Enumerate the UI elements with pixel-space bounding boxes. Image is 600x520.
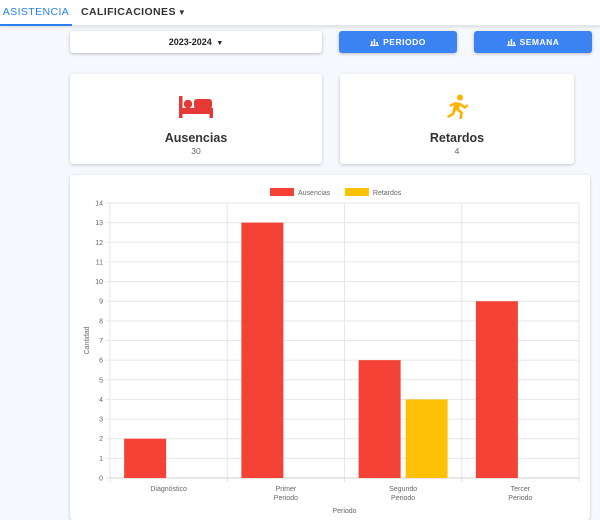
x-axis-title: Periodo — [332, 508, 356, 515]
retardos-label: Retardos — [429, 131, 485, 145]
bar-retardos — [405, 399, 448, 478]
y-tick-label: 1 — [99, 456, 103, 463]
ausencias-label: Ausencias — [164, 131, 228, 145]
legend-label-ausencias: Ausencias — [298, 190, 331, 197]
bed-icon — [179, 96, 213, 118]
retardos-card: Retardos 4 — [340, 74, 574, 164]
bar-chart-icon — [370, 39, 380, 46]
year-select[interactable]: 2023-2024 ▼ — [70, 31, 322, 53]
x-tick-label: Primer — [276, 486, 297, 493]
top-navigation: ASISTENCIA CALIFICACIONES ▼ — [0, 0, 600, 26]
y-tick-label: 11 — [96, 259, 103, 266]
y-tick-label: 6 — [99, 358, 103, 365]
attendance-chart: 0 1 2 3 4 5 6 7 8 9 10 11 12 13 14 Diagnóstico Primer Per… — [70, 175, 590, 520]
semana-button-label: SEMANA — [519, 37, 560, 47]
y-tick-label: 0 — [99, 476, 103, 483]
y-tick-label: 12 — [95, 240, 103, 247]
y-tick-label: 2 — [99, 436, 103, 443]
x-tick-label: Periodo — [391, 495, 415, 502]
running-icon — [447, 94, 469, 119]
x-tick-label: Diagnóstico — [150, 486, 187, 493]
periodo-button-label: PERIODO — [383, 37, 426, 47]
ausencias-card: Ausencias 30 — [70, 74, 322, 164]
chevron-down-icon: ▼ — [177, 8, 187, 17]
semana-button[interactable]: SEMANA — [474, 31, 592, 53]
y-tick-label: 3 — [99, 417, 103, 424]
y-tick-label: 13 — [95, 220, 103, 227]
legend-swatch-ausencias — [270, 188, 294, 196]
y-tick-label: 4 — [99, 397, 103, 404]
year-select-value: 2023-2024 — [168, 37, 212, 47]
legend-swatch-retardos — [344, 188, 369, 196]
y-axis-title: Cantidad — [84, 326, 91, 354]
bar-ausencias — [358, 360, 401, 478]
y-tick-label: 8 — [99, 318, 103, 325]
bar-chart-icon — [506, 39, 516, 46]
y-tick-label: 9 — [99, 299, 103, 306]
y-tick-label: 10 — [95, 279, 103, 286]
retardos-count: 4 — [454, 146, 460, 156]
x-tick-label: Tercer — [511, 486, 531, 493]
x-tick-label: Periodo — [274, 495, 298, 502]
bar-ausencias — [475, 301, 518, 478]
tab-asistencia[interactable]: ASISTENCIA — [0, 0, 72, 26]
y-tick-label: 14 — [95, 201, 103, 208]
ausencias-count: 30 — [191, 146, 201, 156]
bar-ausencias — [241, 222, 284, 478]
y-tick-label: 5 — [99, 377, 103, 384]
x-tick-label: Segundo — [389, 486, 417, 493]
tab-calificaciones[interactable]: CALIFICACIONES ▼ — [81, 0, 186, 26]
chevron-down-icon: ▼ — [216, 40, 224, 47]
y-tick-label: 7 — [99, 338, 103, 345]
periodo-button[interactable]: PERIODO — [339, 31, 457, 53]
legend-label-retardos: Retardos — [373, 190, 402, 197]
bar-ausencias — [124, 438, 167, 478]
x-tick-label: Periodo — [508, 495, 532, 502]
tab-calificaciones-label: CALIFICACIONES — [81, 6, 176, 18]
